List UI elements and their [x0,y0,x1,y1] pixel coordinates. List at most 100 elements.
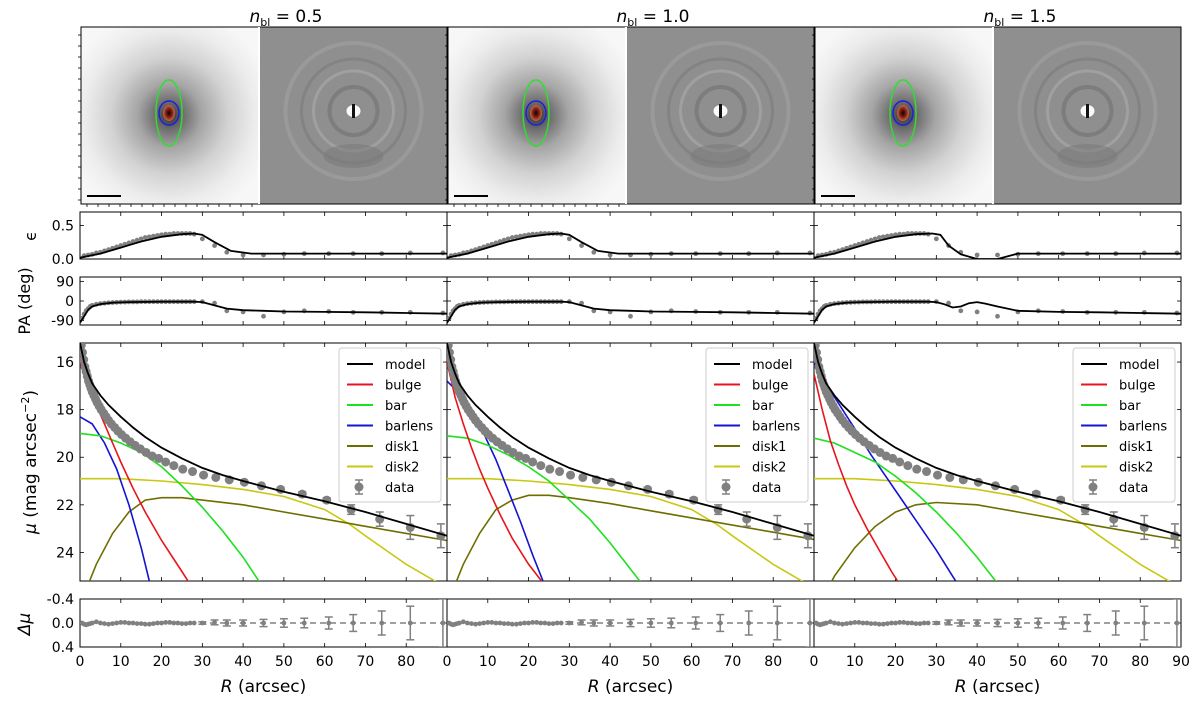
x-axis-unit: (arcsec) [600,677,674,697]
ellipticity-point [974,252,980,258]
y-tick-label: 0.0 [52,616,74,632]
x-tick-label: 10 [112,654,130,670]
residual-point [513,621,519,627]
residual-point [473,621,478,627]
ellipticity-point [224,249,230,255]
ellipticity-point [579,243,584,248]
panel-title-subscript: bl [994,16,1004,29]
residual-point [913,621,919,626]
residual-point [848,620,854,626]
profile-data-point [545,464,555,474]
ellipticity-point [509,235,515,240]
residual-point [212,620,217,625]
x-tick-label: 50 [275,654,293,670]
profile-axis-close: ) [21,390,41,397]
residual-point [522,620,527,626]
x-tick-label: 60 [316,654,334,670]
residual-point [191,620,197,626]
residual-point [159,620,164,626]
residual-ring [1061,85,1114,137]
residual-point-group [447,599,814,647]
profile-data-point [888,453,898,463]
legend-label-bar: bar [385,399,407,414]
residual-point [591,620,597,626]
residual-point [126,620,132,626]
legend-label-model: model [385,358,425,373]
profile-data-point [903,461,913,471]
pa-axis-label: PA (deg) [15,267,34,334]
barlens-ellipse [892,100,914,126]
residual-point [823,620,829,626]
galaxy-core [163,105,175,121]
residual-point [497,620,503,626]
ellipticity-point [505,236,511,242]
profile-data-point [912,464,922,474]
profile-data-point [945,472,955,482]
y-tick-label: 24 [56,545,74,561]
pa-point [974,309,980,315]
profile-data-point [578,472,588,482]
residual-point [530,620,536,625]
y-tick-label: 0.4 [52,640,74,656]
residual-point [1141,620,1147,626]
bar-line [447,435,641,581]
bar-line [814,437,997,581]
pa-point [261,313,266,319]
legend-box [705,347,809,503]
panel-title-value: = 1.0 [637,7,689,27]
residual-point [326,620,332,626]
residual-point [460,619,466,625]
galaxy-core [897,105,909,121]
pa-model-line [814,300,1181,324]
panel-title-value: = 1.5 [1004,7,1056,27]
residual-point [579,620,584,625]
disk1-line [88,496,447,581]
legend-label-disk2: disk2 [385,461,419,476]
x-tick-label: 50 [642,654,660,670]
x-tick-label: 0 [76,654,85,670]
y-tick-label: 22 [56,498,74,514]
residual-ring [1017,41,1158,181]
panel-title: nbl = 1.5 [984,7,1057,29]
legend-label-bar: bar [1119,399,1141,414]
residual-point [856,620,862,625]
residual-point [566,620,572,626]
residual-point [550,621,556,626]
disk1-line [455,494,814,581]
residual-point [554,620,560,626]
eps-panel-frame [79,211,448,260]
image-frame [447,26,815,205]
residual-point [876,621,882,627]
residual-ring [650,41,791,181]
profile-data-point [199,470,209,480]
legend-box [338,347,442,503]
barlens-line [80,416,151,581]
residual-point [175,620,181,626]
ellipticity-model-line [814,232,1181,259]
pa-model-line [80,300,447,324]
bulge-line [814,373,899,581]
legend-box [1072,347,1176,503]
residual-point [1035,620,1041,626]
residual-point [534,620,540,625]
profile-data-point [933,470,943,480]
ellipticity-point [138,236,144,242]
legend-label-model: model [752,358,792,373]
y-tick-label: 90 [56,274,74,290]
x-tick-label: 20 [520,654,538,670]
legend-label-data: data [385,481,414,496]
legend-label-disk2: disk2 [752,461,786,476]
residual-core-dark [719,104,722,118]
residual-point [167,620,173,625]
ellipticity-point [240,252,246,258]
x-tick-label: 70 [357,654,375,670]
legend-label-disk1: disk1 [752,440,786,455]
ellipticity-point [995,252,1000,258]
residual-point [925,620,931,626]
ellipticity-axis-label: ϵ [21,231,40,241]
ellipticity-point [501,237,507,243]
residual-ring [327,85,380,137]
profile-data-point [169,461,179,471]
x-tick-label: 10 [479,654,497,670]
legend-label-bulge: bulge [752,379,788,394]
